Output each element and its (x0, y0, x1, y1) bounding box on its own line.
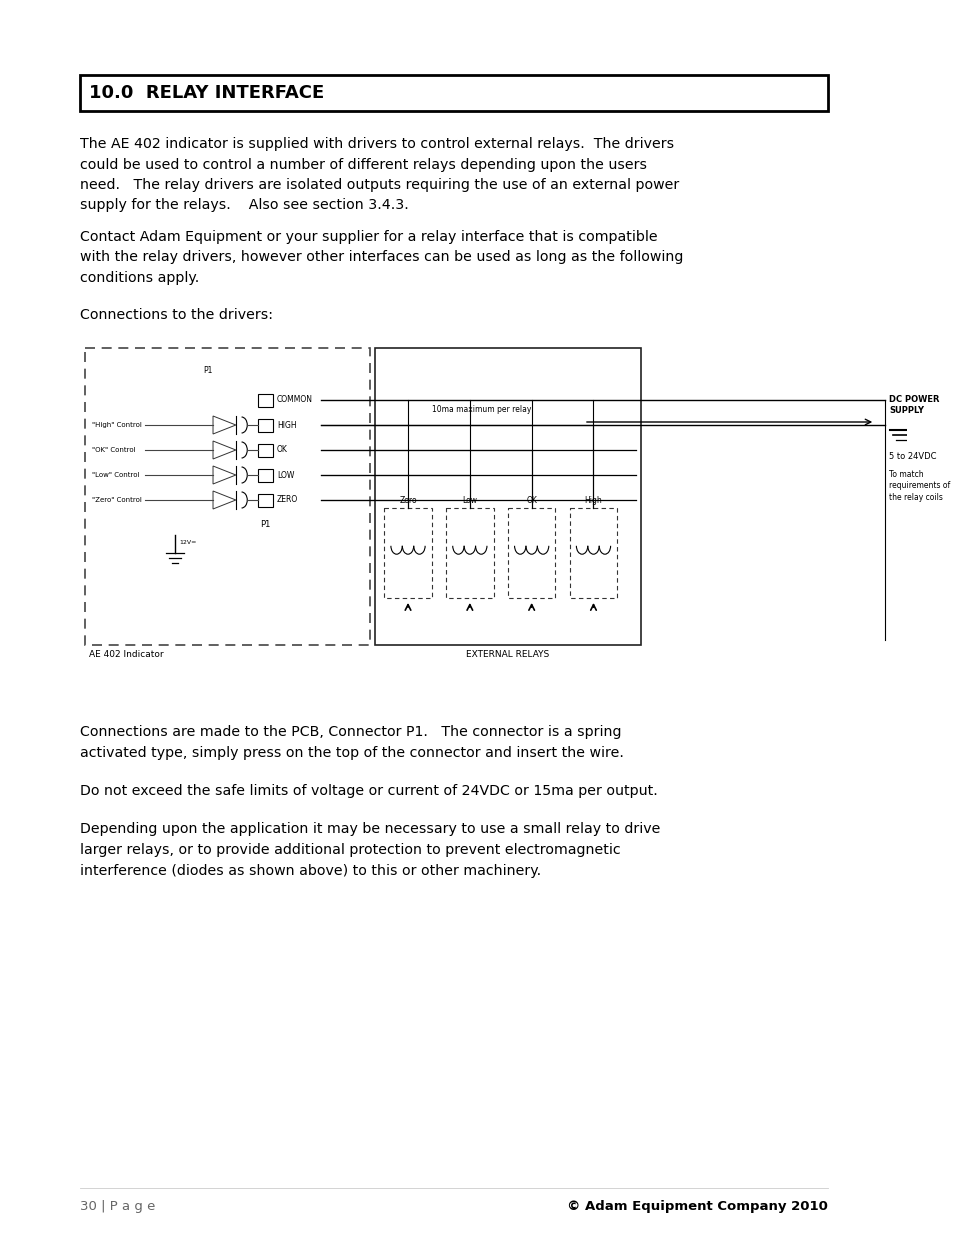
Text: interference (diodes as shown above) to this or other machinery.: interference (diodes as shown above) to … (80, 863, 540, 878)
Text: 12V=: 12V= (179, 540, 197, 545)
Text: DC POWER
SUPPLY: DC POWER SUPPLY (888, 395, 939, 415)
FancyBboxPatch shape (257, 468, 273, 482)
Text: need.   The relay drivers are isolated outputs requiring the use of an external : need. The relay drivers are isolated out… (80, 178, 679, 191)
Text: OK: OK (526, 496, 537, 505)
FancyBboxPatch shape (257, 443, 273, 457)
FancyBboxPatch shape (257, 394, 273, 406)
Text: could be used to control a number of different relays depending upon the users: could be used to control a number of dif… (80, 158, 646, 172)
Text: Connections to the drivers:: Connections to the drivers: (80, 308, 273, 322)
FancyBboxPatch shape (257, 494, 273, 506)
FancyBboxPatch shape (507, 508, 555, 598)
Text: COMMON: COMMON (276, 395, 313, 405)
Text: 10ma maximum per relay: 10ma maximum per relay (432, 405, 531, 414)
Text: P1: P1 (260, 520, 271, 529)
Text: "OK" Control: "OK" Control (92, 447, 135, 453)
Text: larger relays, or to provide additional protection to prevent electromagnetic: larger relays, or to provide additional … (80, 844, 619, 857)
FancyBboxPatch shape (569, 508, 617, 598)
FancyBboxPatch shape (384, 508, 432, 598)
Text: 10.0  RELAY INTERFACE: 10.0 RELAY INTERFACE (90, 84, 324, 103)
Text: Zero: Zero (398, 496, 416, 505)
FancyBboxPatch shape (446, 508, 493, 598)
Text: EXTERNAL RELAYS: EXTERNAL RELAYS (466, 650, 549, 659)
Text: conditions apply.: conditions apply. (80, 270, 199, 285)
Text: Contact Adam Equipment or your supplier for a relay interface that is compatible: Contact Adam Equipment or your supplier … (80, 230, 657, 245)
FancyBboxPatch shape (85, 348, 370, 645)
Text: activated type, simply press on the top of the connector and insert the wire.: activated type, simply press on the top … (80, 746, 623, 760)
Text: To match
requirements of
the relay coils: To match requirements of the relay coils (888, 471, 949, 501)
Text: 5 to 24VDC: 5 to 24VDC (888, 452, 936, 461)
Text: High: High (584, 496, 601, 505)
Text: ZERO: ZERO (276, 495, 297, 505)
Text: © Adam Equipment Company 2010: © Adam Equipment Company 2010 (566, 1200, 826, 1213)
Text: OK: OK (276, 446, 287, 454)
Text: Connections are made to the PCB, Connector P1.   The connector is a spring: Connections are made to the PCB, Connect… (80, 725, 620, 739)
Text: "High" Control: "High" Control (92, 422, 142, 429)
FancyBboxPatch shape (257, 419, 273, 431)
Text: "Low" Control: "Low" Control (92, 472, 139, 478)
Text: Low: Low (462, 496, 476, 505)
Text: The AE 402 indicator is supplied with drivers to control external relays.  The d: The AE 402 indicator is supplied with dr… (80, 137, 673, 151)
Text: LOW: LOW (276, 471, 294, 479)
Text: Do not exceed the safe limits of voltage or current of 24VDC or 15ma per output.: Do not exceed the safe limits of voltage… (80, 784, 657, 798)
Text: 30 | P a g e: 30 | P a g e (80, 1200, 155, 1213)
Text: P1: P1 (203, 366, 213, 375)
Text: with the relay drivers, however other interfaces can be used as long as the foll: with the relay drivers, however other in… (80, 251, 682, 264)
Text: HIGH: HIGH (276, 420, 296, 430)
Text: supply for the relays.    Also see section 3.4.3.: supply for the relays. Also see section … (80, 199, 408, 212)
FancyBboxPatch shape (80, 75, 826, 111)
Text: "Zero" Control: "Zero" Control (92, 496, 142, 503)
Text: Depending upon the application it may be necessary to use a small relay to drive: Depending upon the application it may be… (80, 823, 659, 836)
Text: AE 402 Indicator: AE 402 Indicator (90, 650, 164, 659)
FancyBboxPatch shape (375, 348, 640, 645)
